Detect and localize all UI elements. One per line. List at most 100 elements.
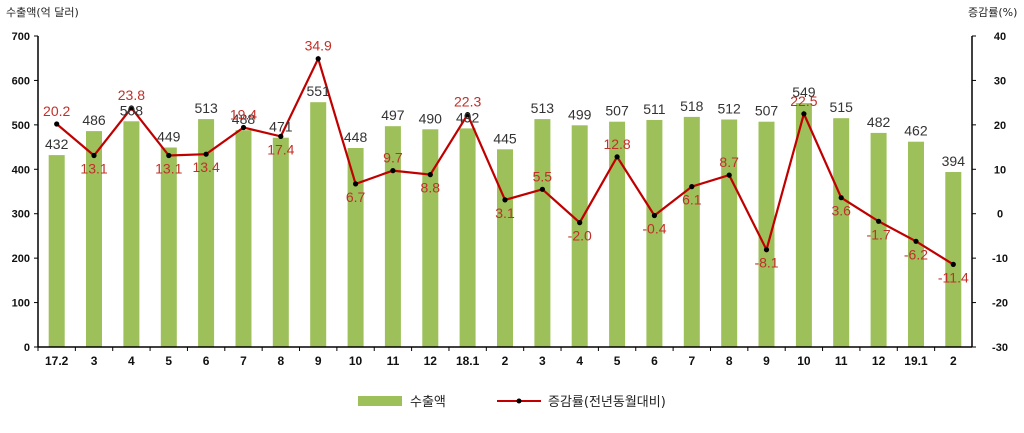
rate-value-label: 13.4 xyxy=(192,159,219,175)
line-point xyxy=(876,218,882,224)
category-label: 12 xyxy=(424,354,438,368)
bar-value-label: 551 xyxy=(307,83,331,99)
left-tick-label: 600 xyxy=(12,75,30,87)
category-label: 11 xyxy=(387,354,400,368)
rate-value-label: 5.5 xyxy=(533,168,553,184)
line-point xyxy=(950,261,956,267)
line-point xyxy=(91,152,97,159)
bar-value-label: 497 xyxy=(381,107,405,123)
right-tick-label: 10 xyxy=(994,164,1006,176)
bar xyxy=(459,128,476,347)
line-point xyxy=(539,186,546,192)
left-axis-title: 수출액(억 달러) xyxy=(6,6,79,19)
right-tick-label: 40 xyxy=(994,31,1006,43)
bar xyxy=(758,121,775,347)
line-point xyxy=(278,133,284,139)
category-label: 17.2 xyxy=(45,354,69,368)
line-point xyxy=(726,172,732,178)
category-label: 4 xyxy=(576,354,583,368)
line-point xyxy=(614,154,620,160)
category-label: 2 xyxy=(950,354,957,368)
rate-value-label: 13.1 xyxy=(155,161,182,177)
line-point xyxy=(502,197,508,203)
line-point xyxy=(913,238,919,244)
bar xyxy=(48,155,65,347)
line-point xyxy=(353,181,359,187)
bar-value-label: 518 xyxy=(680,98,704,114)
bar xyxy=(683,116,700,348)
category-label: 2 xyxy=(502,354,509,368)
rate-value-label: 3.1 xyxy=(495,205,515,221)
rate-value-label: 6.1 xyxy=(682,192,702,208)
bar xyxy=(609,121,626,347)
left-tick-label: 400 xyxy=(12,164,30,176)
bar xyxy=(795,103,812,347)
right-tick-label: -30 xyxy=(992,342,1008,354)
line-point xyxy=(465,112,471,118)
bar xyxy=(833,118,850,347)
rate-value-label: 8.7 xyxy=(719,154,739,170)
line-point xyxy=(128,105,134,111)
bar-value-label: 508 xyxy=(120,102,144,118)
line-point xyxy=(390,168,396,174)
rate-value-label: -1.7 xyxy=(867,226,891,242)
right-tick-label: -10 xyxy=(992,253,1008,265)
right-tick-label: 30 xyxy=(994,75,1006,87)
rate-value-label: 20.2 xyxy=(43,103,70,119)
line-point xyxy=(427,172,433,178)
bar-value-label: 499 xyxy=(568,106,592,122)
rate-value-label: 8.8 xyxy=(421,180,441,196)
bar xyxy=(123,121,140,347)
category-label: 3 xyxy=(539,354,546,368)
category-label: 9 xyxy=(315,354,322,368)
legend-bar-swatch xyxy=(358,396,402,406)
right-axis-title: 증감률(%) xyxy=(968,6,1017,19)
right-tick-label: 0 xyxy=(997,209,1003,221)
bar-value-label: 471 xyxy=(269,119,293,135)
legend-line-marker xyxy=(516,398,522,404)
bar xyxy=(310,102,327,347)
bar xyxy=(571,125,588,347)
line-point xyxy=(577,220,583,226)
bar xyxy=(198,119,215,347)
rate-value-label: 22.5 xyxy=(790,93,817,109)
bar xyxy=(384,126,401,347)
rate-value-label: 3.6 xyxy=(832,203,852,219)
bar xyxy=(160,147,177,347)
rate-value-label: -8.1 xyxy=(754,255,778,271)
category-label: 7 xyxy=(240,354,247,368)
category-label: 11 xyxy=(835,354,848,368)
bar-value-label: 482 xyxy=(867,114,891,130)
line-point xyxy=(166,152,172,159)
category-label: 8 xyxy=(277,354,284,368)
line-point xyxy=(838,195,844,201)
rate-value-label: 19.4 xyxy=(230,107,257,123)
rate-value-label: 22.3 xyxy=(454,94,481,110)
bar xyxy=(646,120,663,347)
rate-value-label: 6.7 xyxy=(346,189,366,205)
rate-value-label: -0.4 xyxy=(642,221,666,237)
bar-value-label: 394 xyxy=(942,153,966,169)
line-point xyxy=(651,212,658,219)
category-label: 18.1 xyxy=(456,354,480,368)
bar-value-label: 549 xyxy=(792,84,816,100)
bar xyxy=(945,172,962,347)
bar-value-label: 511 xyxy=(643,101,666,117)
bar xyxy=(870,132,887,347)
rate-value-label: 9.7 xyxy=(383,150,403,166)
line-point xyxy=(203,151,209,157)
bar-value-label: 449 xyxy=(157,129,181,145)
legend-bar-label: 수출액 xyxy=(410,395,446,410)
category-label: 8 xyxy=(726,354,733,368)
category-label: 12 xyxy=(872,354,886,368)
data-labels: 432 486 508 449 513 488 471 551 448 497 490 492 445 5… xyxy=(43,38,969,286)
category-label: 19.1 xyxy=(904,354,928,368)
bar xyxy=(422,129,439,347)
bar-value-label: 507 xyxy=(605,103,629,119)
left-tick-label: 0 xyxy=(24,342,30,354)
bar xyxy=(235,130,252,347)
bar-value-label: 448 xyxy=(344,129,368,145)
legend: 수출액 증감률(전년동월대비) xyxy=(358,395,666,410)
